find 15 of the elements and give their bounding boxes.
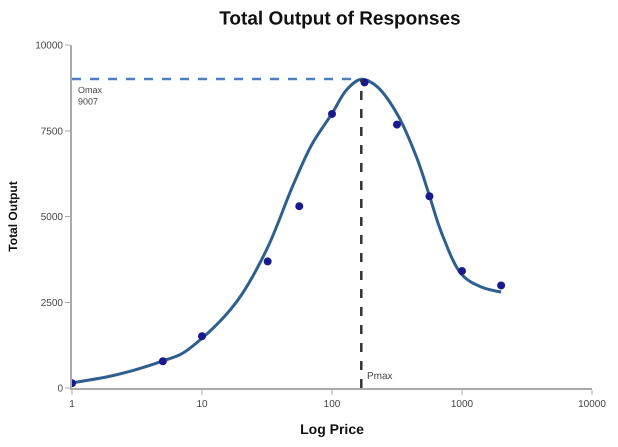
- x-tick-label: 10: [196, 399, 208, 410]
- chart-title: Total Output of Responses: [219, 8, 461, 30]
- x-tick-label: 100: [324, 399, 341, 410]
- x-tick-label: 1: [69, 399, 76, 410]
- y-tick-label: 5000: [40, 212, 64, 223]
- ref-line-label: Omax 9007: [78, 85, 103, 107]
- y-tick-label: 0: [57, 384, 64, 394]
- y-tick-label: 7500: [40, 126, 64, 138]
- x-tick-label: 10000: [578, 399, 606, 410]
- y-axis-title: Total Output: [6, 181, 20, 252]
- x-axis-title: Log Price: [300, 420, 364, 437]
- y-tick-label: 2500: [40, 298, 64, 309]
- ref-line-label: Pmax: [367, 371, 393, 382]
- x-tick-label: 1000: [450, 399, 474, 410]
- y-tick-label: 10000: [35, 40, 64, 52]
